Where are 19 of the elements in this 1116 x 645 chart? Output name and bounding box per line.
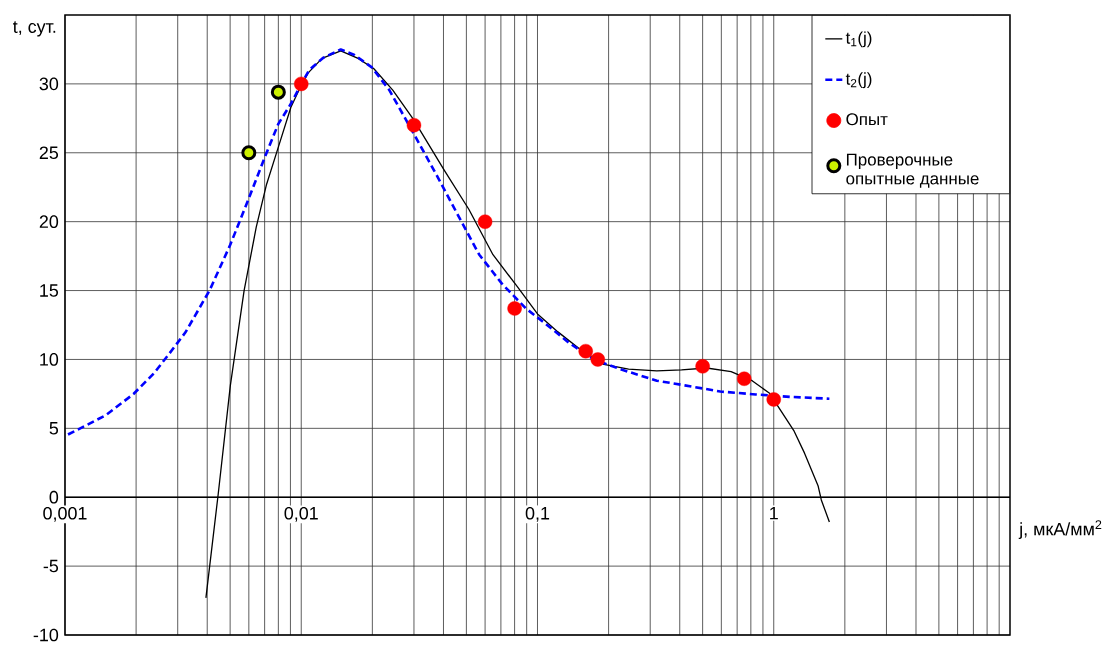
y-tick-label: 25 (39, 146, 59, 160)
y-tick-label: -10 (33, 628, 59, 642)
y-tick-label: 30 (39, 77, 59, 91)
y-axis-title: t, сут. (12, 21, 56, 37)
y-tick-label: 10 (40, 353, 59, 366)
y-tick-label: -5 (43, 559, 59, 573)
y-tick-label: 5 (49, 422, 59, 435)
legend-label: Проверочные опытные данные (846, 153, 979, 188)
legend-label: Опыт (846, 113, 888, 126)
y-tick-label: 0 (49, 490, 59, 504)
x-tick-label: 0,01 (284, 506, 318, 522)
legend-label: t$_{1}$(j) (845, 31, 872, 48)
y-tick-label: 15 (40, 284, 59, 297)
y-tick-label: 20 (39, 215, 59, 229)
x-tick-label: 1 (770, 506, 778, 520)
x-axis-title: j, мкА/мм$^{2}$ (1018, 520, 1102, 539)
x-tick-label: 0,001 (43, 506, 87, 522)
legend-label: t$_{2}$(j) (845, 72, 872, 89)
x-tick-label: 0,1 (525, 506, 550, 522)
